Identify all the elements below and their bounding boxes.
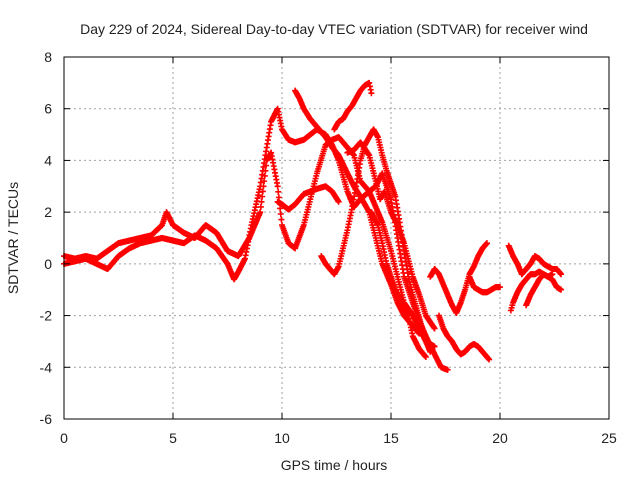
data-point [257,209,264,216]
data-point [427,348,434,355]
x-tick-label: 5 [169,430,177,446]
x-tick-label: 20 [492,430,508,446]
tick-labels: 0 5 10 15 20 25 -6 -4 -2 0 2 4 6 8 [40,49,617,446]
series-track-f [331,79,375,133]
y-tick-label: 8 [44,49,52,65]
data-point [497,284,503,291]
data-point [558,271,565,278]
data-point [486,356,493,363]
data-point [416,330,423,337]
data-point [275,188,282,195]
data-point [257,203,264,210]
y-tick-label: 6 [44,101,52,117]
axis-ticks [63,56,610,420]
data-point [558,286,565,293]
series-track-e [318,126,434,355]
plot-frame [63,56,610,420]
series-track-b [61,105,451,373]
y-tick-label: 4 [44,152,52,168]
data-points [61,79,565,373]
data-point [274,183,281,190]
chart-title: Day 229 of 2024, Sidereal Day-to-day VTE… [80,21,588,37]
y-tick-label: 0 [44,256,52,272]
y-tick-label: -4 [40,359,53,375]
data-point [422,353,429,360]
series-track-k [466,273,503,296]
y-tick-label: 2 [44,204,52,220]
x-tick-label: 15 [383,430,399,446]
data-point [278,216,285,223]
data-point [259,193,266,200]
series-track-d [274,183,342,213]
x-tick-label: 10 [274,430,290,446]
data-point [431,325,438,332]
y-tick-label: -6 [40,411,53,427]
data-point [368,90,375,97]
series-track-n [523,271,565,309]
x-tick-label: 0 [60,430,68,446]
x-axis-title: GPS time / hours [281,457,388,473]
x-tick-label: 25 [601,430,617,446]
series-track-h [368,209,429,360]
series-track-l [505,242,565,278]
series-track-g [344,139,438,332]
data-point [277,210,284,217]
series-track-i [427,240,490,316]
data-point [444,366,451,373]
y-axis-title: SDTVAR / TECUs [5,182,21,294]
data-point [335,198,342,205]
y-tick-label: -2 [40,308,53,324]
series-track-j [435,312,493,363]
data-point [483,240,490,247]
